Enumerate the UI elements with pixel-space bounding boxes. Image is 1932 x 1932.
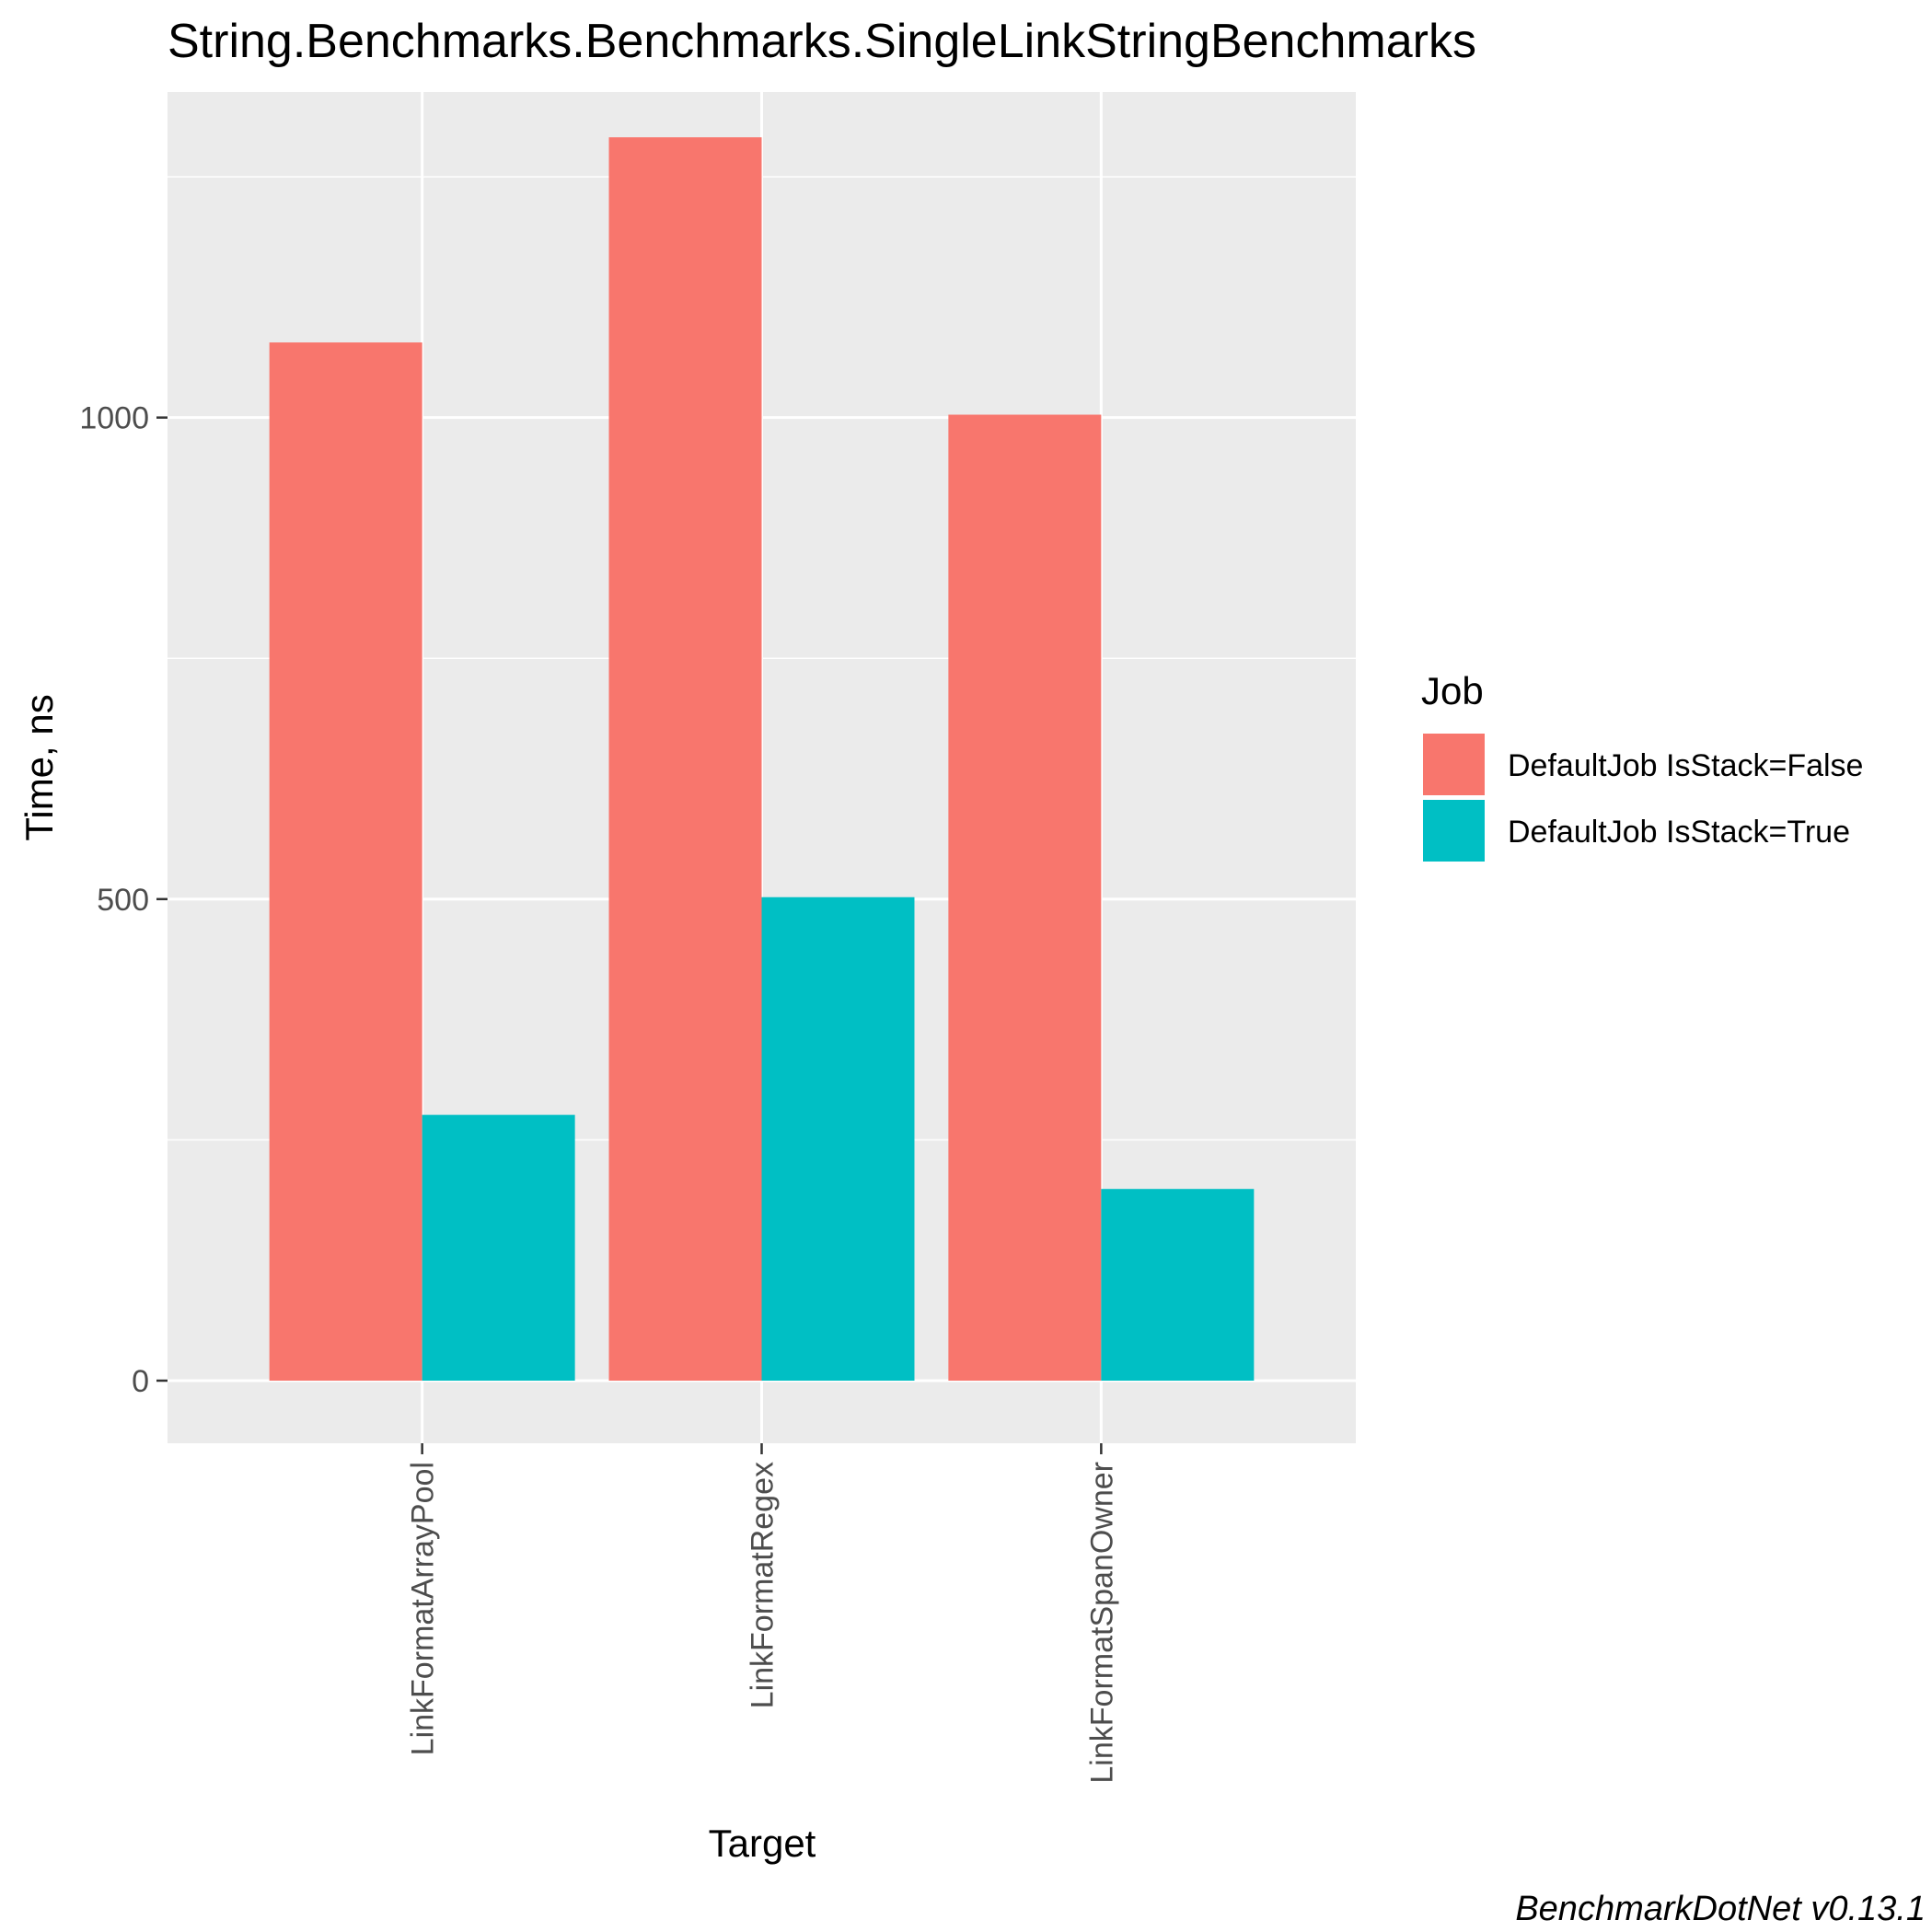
legend-title: Job xyxy=(1421,669,1484,712)
x-axis: LinkFormatArrayPool LinkFormatRegex LinkFo… xyxy=(406,1443,1119,1784)
bar xyxy=(948,414,1102,1381)
bar xyxy=(422,1115,575,1381)
bar xyxy=(761,897,915,1381)
x-tick-label: LinkFormatRegex xyxy=(746,1462,781,1708)
y-tick-label: 500 xyxy=(97,883,149,918)
legend-label-false: DefaultJob IsStack=False xyxy=(1508,748,1863,783)
y-tick-label: 0 xyxy=(132,1364,149,1399)
x-axis-title: Target xyxy=(709,1822,816,1865)
bar xyxy=(608,137,762,1381)
bar xyxy=(269,342,422,1381)
y-axis: 0 500 1000 xyxy=(79,401,168,1399)
legend-key-false xyxy=(1423,734,1485,795)
legend: Job DefaultJob IsStack=False DefaultJob … xyxy=(1421,669,1863,862)
legend-label-true: DefaultJob IsStack=True xyxy=(1508,815,1850,850)
bar xyxy=(1101,1188,1255,1381)
x-tick-label: LinkFormatArrayPool xyxy=(406,1462,441,1755)
legend-key-true xyxy=(1423,800,1485,862)
x-tick-label: LinkFormatSpanOwner xyxy=(1084,1462,1119,1784)
bars xyxy=(269,137,1255,1381)
chart-title: String.Benchmarks.Benchmarks.SingleLinkS… xyxy=(168,15,1476,68)
y-axis-title: Time, ns xyxy=(17,694,61,840)
caption: BenchmarkDotNet v0.13.1 xyxy=(1515,1890,1926,1928)
y-tick-label: 1000 xyxy=(79,401,149,436)
